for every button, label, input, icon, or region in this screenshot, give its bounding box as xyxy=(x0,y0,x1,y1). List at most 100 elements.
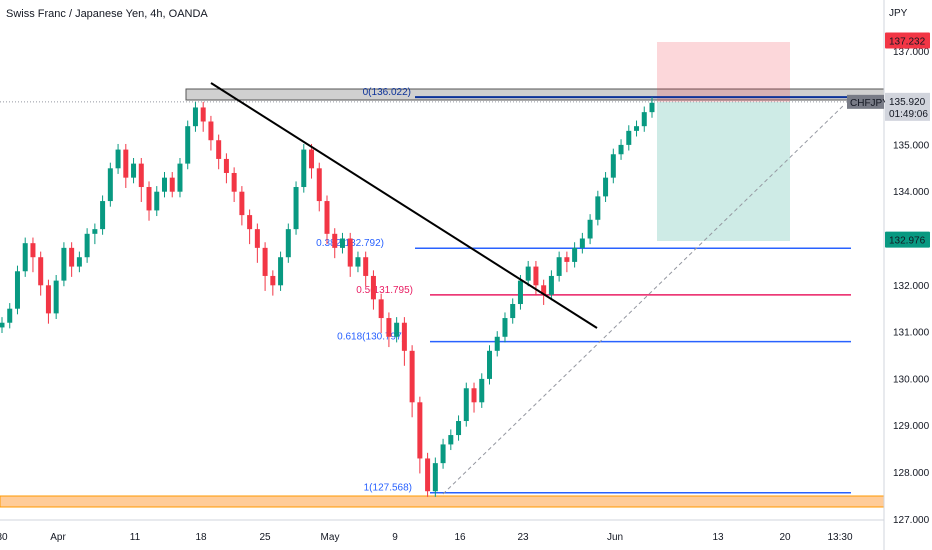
x-tick-label: 18 xyxy=(195,532,207,543)
price-label-bg xyxy=(885,32,930,49)
candle-body xyxy=(339,238,345,248)
x-tick-label: 13:30 xyxy=(827,532,852,543)
candle-body xyxy=(285,229,291,258)
candle-body xyxy=(239,191,245,216)
currency-label: JPY xyxy=(889,8,908,19)
candle-body xyxy=(115,149,121,169)
candle-body xyxy=(192,107,198,127)
candle-body xyxy=(556,257,562,276)
candle-body xyxy=(146,187,152,211)
y-tick-label: 128.000 xyxy=(893,468,930,479)
candle-body xyxy=(610,154,616,178)
y-tick-label: 132.000 xyxy=(893,281,930,292)
candle-body xyxy=(162,177,167,192)
candle-body xyxy=(262,247,268,276)
candle-body xyxy=(301,149,307,188)
candle-body xyxy=(324,201,330,234)
fib-level-label: 0.5(131.795) xyxy=(356,285,413,296)
candle-body xyxy=(417,402,423,459)
x-tick-label: 23 xyxy=(517,532,529,543)
candle-body xyxy=(169,177,175,192)
fib-level-label: 1(127.568) xyxy=(364,483,412,494)
candle-body xyxy=(471,388,477,403)
candle-body xyxy=(0,322,5,328)
candle-body xyxy=(479,378,485,403)
candle-body xyxy=(525,266,531,281)
candle-body xyxy=(510,304,516,319)
candle-body xyxy=(347,238,353,267)
candle-body xyxy=(92,229,98,234)
x-tick-label: Jun xyxy=(607,532,623,543)
candle-body xyxy=(138,163,144,188)
x-tick-label: 30 xyxy=(0,532,8,543)
candle-body xyxy=(587,219,593,239)
candle-body xyxy=(231,172,237,192)
x-tick-label: 25 xyxy=(259,532,271,543)
candle-body xyxy=(76,257,82,267)
candle-body xyxy=(517,280,523,305)
candle-body xyxy=(208,121,214,141)
candle-body xyxy=(254,229,260,248)
y-tick-label: 127.000 xyxy=(893,515,930,526)
candle-body xyxy=(432,463,438,492)
last-price-countdown: 01:49:06 xyxy=(889,109,928,120)
x-tick-label: 13 xyxy=(712,532,724,543)
symbol-tag-bg xyxy=(847,94,884,109)
candle-body xyxy=(270,275,276,286)
candle-body xyxy=(84,233,90,258)
price-label: 132.976 xyxy=(889,236,926,247)
candle-body xyxy=(53,280,59,314)
candle-body xyxy=(223,158,229,173)
candle-body xyxy=(494,336,500,351)
candle-body xyxy=(7,308,13,323)
support-zone xyxy=(0,495,885,508)
y-tick-label: 130.000 xyxy=(893,374,930,385)
fib-level-label: 0(136.022) xyxy=(363,87,411,98)
candle-body xyxy=(363,257,369,276)
candle-body xyxy=(541,285,547,295)
candle-body xyxy=(177,163,183,192)
candle-body xyxy=(123,149,129,178)
last-price-bg xyxy=(885,92,930,121)
candle-body xyxy=(634,126,640,131)
y-tick-label: 137.000 xyxy=(893,47,930,58)
y-tick-label: 131.000 xyxy=(893,328,930,339)
candle-body xyxy=(386,318,392,337)
last-price-value: 135.920 xyxy=(889,97,926,108)
candle-body xyxy=(131,163,137,178)
chart-title: Swiss Franc / Japanese Yen, 4h, OANDA xyxy=(6,8,208,20)
candle-body xyxy=(216,140,222,159)
candle-body xyxy=(370,275,376,300)
x-tick-label: 20 xyxy=(779,532,791,543)
candle-body xyxy=(603,177,609,197)
candle-body xyxy=(595,196,601,220)
x-tick-label: 11 xyxy=(130,532,141,543)
x-tick-label: Apr xyxy=(50,532,66,543)
stop-loss-zone xyxy=(657,42,790,102)
price-label: 137.232 xyxy=(889,36,926,47)
symbol-tag: CHFJPY xyxy=(850,98,889,109)
candle-body xyxy=(332,233,338,248)
candle-body xyxy=(409,350,415,403)
x-tick-label: May xyxy=(321,532,340,543)
candle-body xyxy=(626,130,632,145)
candle-body xyxy=(463,388,469,422)
candle-body xyxy=(440,444,446,464)
candle-body xyxy=(316,168,322,202)
candle-body xyxy=(456,421,462,436)
candle-body xyxy=(641,112,647,127)
candle-body xyxy=(45,285,51,314)
candle-body xyxy=(154,191,160,211)
candle-body xyxy=(293,187,299,230)
x-tick-label: 9 xyxy=(392,532,398,543)
candle-body xyxy=(649,102,655,113)
candle-body xyxy=(618,144,624,155)
x-tick-label: 16 xyxy=(454,532,466,543)
y-tick-label: 135.000 xyxy=(893,140,930,151)
candle-body xyxy=(425,458,431,492)
candle-body xyxy=(278,257,284,286)
candle-body xyxy=(564,257,570,262)
candle-body xyxy=(185,126,191,164)
candle-body xyxy=(572,247,578,262)
trend-line xyxy=(210,82,598,329)
